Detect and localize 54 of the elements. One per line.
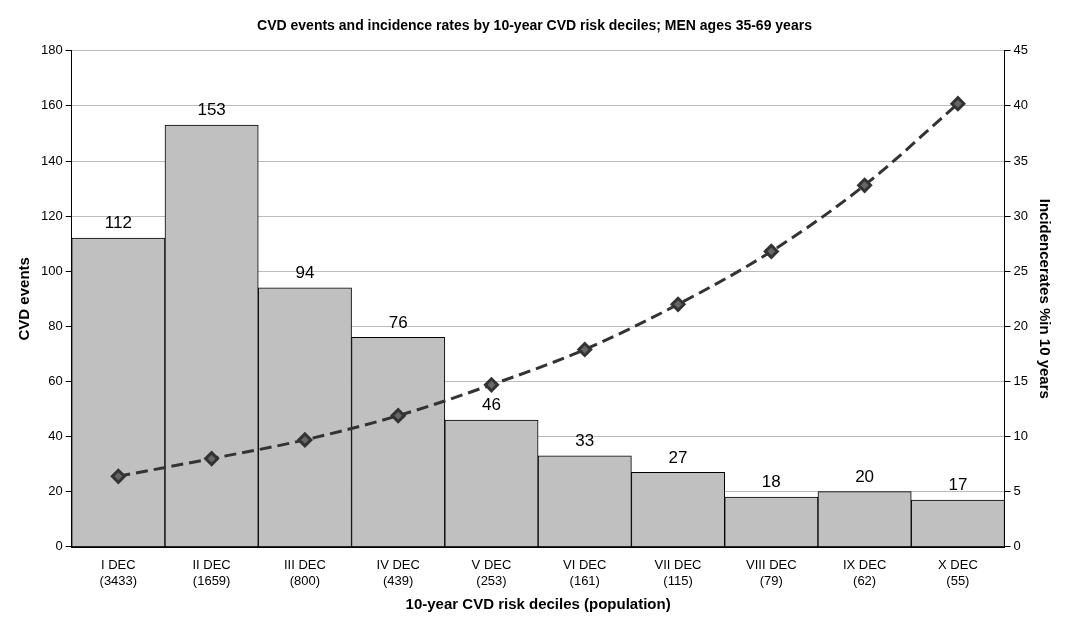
- y2-tick-label: 25: [1013, 262, 1029, 278]
- y-axis-title: CVD events: [15, 257, 33, 341]
- y2-tick-label: 10: [1013, 428, 1029, 444]
- x-tick-label: X DEC (55): [938, 557, 978, 588]
- data-label: 153: [197, 100, 226, 120]
- point: [390, 408, 406, 424]
- point: [763, 243, 779, 259]
- y2-tick-label: 45: [1013, 42, 1029, 58]
- data-label: 20: [855, 466, 875, 486]
- x-tick-label: VI DEC (161): [563, 557, 607, 588]
- y-tick-label: 120: [40, 207, 63, 223]
- data-label: 76: [388, 312, 408, 332]
- data-label: 33: [575, 431, 595, 451]
- y2-tick-label: 20: [1013, 317, 1029, 333]
- y-tick-label: 160: [40, 97, 63, 113]
- x-tick-label: IX DEC (62): [842, 557, 887, 588]
- y-tick-label: 40: [48, 428, 63, 444]
- y-tick-label: 80: [48, 317, 63, 333]
- y-tick-label: 60: [48, 373, 63, 389]
- y2-tick-label: 15: [1013, 373, 1029, 389]
- y-tick-label: 20: [48, 483, 63, 499]
- point: [670, 296, 686, 312]
- point: [577, 342, 593, 357]
- y2-axis-title: Incidencerates %in 10 years: [1036, 198, 1054, 399]
- y2-tick-label: 40: [1013, 97, 1029, 113]
- x-tick-label: VII DEC (115): [654, 557, 702, 588]
- y-tick-label: 100: [40, 262, 63, 278]
- x-tick-label: III DEC (800): [283, 557, 326, 588]
- y2-tick-label: 35: [1013, 152, 1029, 168]
- data-label: 46: [482, 395, 501, 415]
- x-tick-label: IV DEC (439): [376, 557, 420, 588]
- data-label: 94: [295, 262, 315, 282]
- data-label: 27: [668, 447, 688, 467]
- point: [110, 468, 126, 484]
- y2-tick-label: 0: [1013, 538, 1021, 554]
- data-label: 17: [948, 475, 968, 495]
- point: [950, 96, 966, 112]
- x-axis-title: 10-year CVD risk deciles (population): [405, 595, 671, 613]
- x-tick-label: II DEC (1659): [192, 557, 231, 588]
- data-label: 112: [104, 213, 132, 233]
- y-tick-label: 180: [40, 42, 63, 58]
- y-tick-label: 0: [55, 538, 63, 554]
- point: [297, 432, 313, 448]
- point: [857, 177, 873, 193]
- x-tick-label: V DEC (253): [471, 557, 512, 588]
- chart-title: CVD events and incidence rates by 10-year CVD risk deciles; MEN ages 35-69 years: [257, 17, 813, 34]
- data-label: 18: [761, 472, 781, 492]
- y-tick-label: 140: [40, 152, 63, 168]
- x-tick-label: I DEC (3433): [99, 557, 138, 588]
- y2-tick-label: 30: [1013, 207, 1029, 223]
- point: [204, 451, 220, 467]
- x-tick-label: VIII DEC (79): [746, 557, 797, 588]
- y2-tick-label: 5: [1013, 483, 1021, 499]
- point: [483, 377, 499, 393]
